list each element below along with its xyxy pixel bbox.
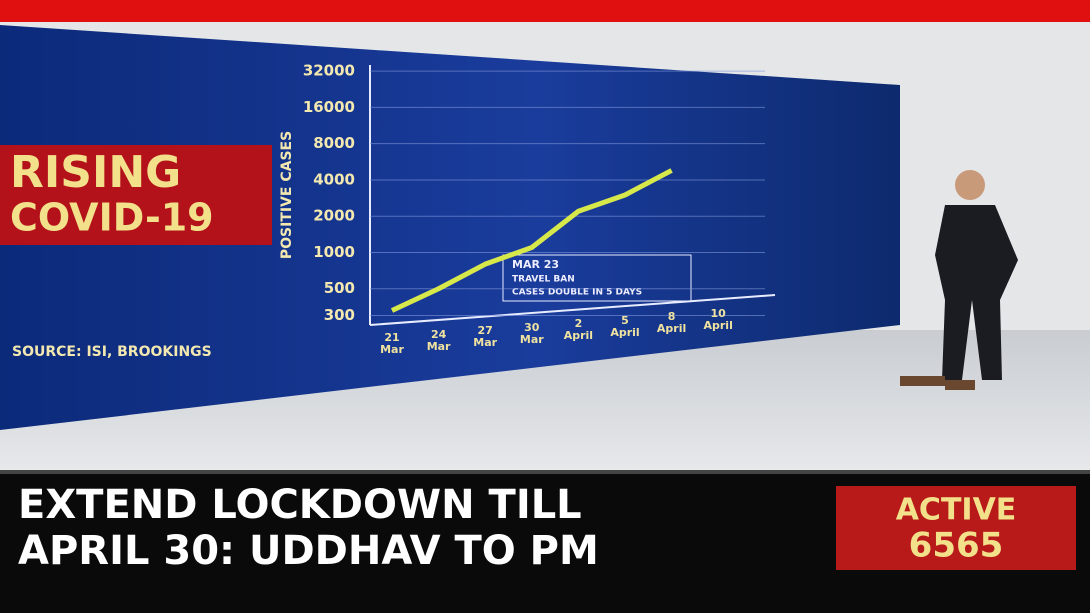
annotation: CASES DOUBLE IN 5 DAYS [512, 288, 642, 298]
y-axis-label: POSITIVE CASES [279, 131, 295, 259]
annotation: MAR 23 [512, 258, 559, 271]
headline: APRIL 30: UDDHAV TO PM [18, 528, 599, 574]
video-wall [0, 25, 900, 430]
x-tick-label: 30 Mar [519, 320, 544, 346]
y-tick-label: 8000 [313, 134, 355, 152]
x-tick-label: 8 April [656, 310, 687, 335]
source: SOURCE: ISI, BROOKINGS [12, 344, 212, 360]
headline: EXTEND LOCKDOWN TILL [18, 482, 582, 528]
x-tick-label: 2 April [563, 317, 594, 342]
annotation: TRAVEL BAN [512, 275, 575, 285]
y-tick-label: 4000 [313, 170, 355, 188]
x-tick-label: 10 April [703, 306, 733, 332]
y-tick-label: 32000 [303, 62, 355, 80]
y-tick-label: 2000 [313, 207, 355, 225]
y-tick-label: 300 [324, 306, 355, 324]
x-tick-label: 27 Mar [473, 324, 498, 349]
annotation-box [502, 254, 692, 302]
active-box [836, 486, 1076, 570]
y-tick-label: 1000 [313, 243, 355, 261]
x-tick-label: 24 Mar [426, 327, 451, 353]
x-tick-label: 21 Mar [380, 331, 404, 356]
x-axis [369, 294, 776, 326]
line [390, 168, 673, 313]
title: COVID-19 [10, 196, 214, 240]
y-tick-label: 16000 [303, 98, 355, 116]
divider [0, 470, 1090, 474]
title-box [0, 145, 272, 245]
top-bar [0, 0, 1090, 22]
title: RISING [10, 147, 181, 198]
x-tick-label: 5 April [610, 313, 640, 339]
active-value: 6565 [909, 526, 1004, 566]
presenter [900, 170, 1018, 390]
active-label: ACTIVE [896, 493, 1017, 528]
y-tick-label: 500 [324, 279, 355, 297]
